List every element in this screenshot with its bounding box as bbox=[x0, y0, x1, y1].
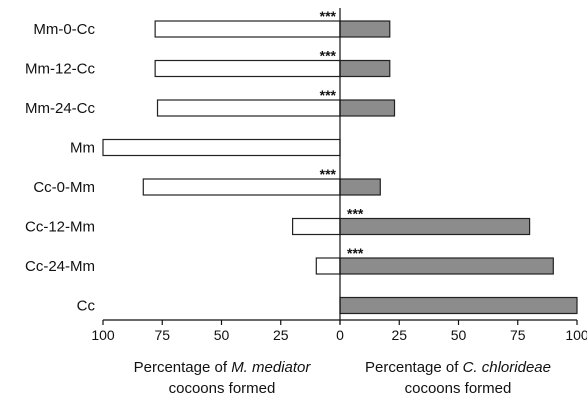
right-axis-title: Percentage of C. chlorideae bbox=[365, 359, 551, 376]
bar-left-Mm-0-Cc bbox=[154, 20, 341, 38]
x-tick-label: 50 bbox=[451, 327, 467, 343]
significance-marker: *** bbox=[320, 48, 337, 64]
bar-left-Cc-24-Mm bbox=[315, 257, 341, 275]
significance-marker: *** bbox=[347, 245, 364, 261]
bar-right-Mm-0-Cc bbox=[339, 20, 391, 38]
left-axis-title: Percentage of M. mediator bbox=[134, 359, 312, 376]
significance-marker: *** bbox=[320, 87, 337, 103]
significance-markers: *** *** *** *** *** *** bbox=[320, 8, 364, 261]
x-tick-label: 75 bbox=[510, 327, 526, 343]
x-axis-tick-labels: 100 75 50 25 0 25 50 75 100 bbox=[91, 327, 587, 343]
bar-left-Mm-24-Cc bbox=[156, 99, 341, 117]
category-label: Mm-24-Cc bbox=[25, 100, 95, 117]
significance-marker: *** bbox=[347, 206, 364, 222]
x-tick-label: 0 bbox=[336, 327, 344, 343]
bar-right-Cc bbox=[339, 296, 578, 315]
bar-right-Mm-12-Cc bbox=[339, 59, 391, 78]
left-axis-title-line2: cocoons formed bbox=[169, 380, 276, 397]
x-tick-label: 100 bbox=[565, 327, 587, 343]
category-labels: Mm-0-Cc Mm-12-Cc Mm-24-Cc Mm Cc-0-Mm Cc-12-Mm… bbox=[25, 21, 95, 315]
category-label: Mm-0-Cc bbox=[33, 21, 95, 38]
bars-group bbox=[102, 20, 578, 315]
right-axis-title-line2: cocoons formed bbox=[405, 380, 512, 397]
x-tick-label: 25 bbox=[273, 327, 289, 343]
bar-left-Mm bbox=[102, 138, 341, 157]
bar-right-Cc-24-Mm bbox=[339, 257, 554, 275]
x-tick-label: 100 bbox=[91, 327, 115, 343]
category-label: Mm bbox=[70, 140, 95, 157]
category-label: Cc-24-Mm bbox=[25, 258, 95, 275]
category-label: Cc bbox=[77, 298, 96, 315]
category-label: Cc-0-Mm bbox=[33, 179, 95, 196]
x-tick-label: 50 bbox=[214, 327, 230, 343]
x-tick-label: 25 bbox=[391, 327, 407, 343]
significance-marker: *** bbox=[320, 166, 337, 182]
category-label: Mm-12-Cc bbox=[25, 61, 95, 78]
significance-marker: *** bbox=[320, 8, 337, 24]
bar-right-Cc-12-Mm bbox=[339, 217, 531, 236]
bar-left-Cc-12-Mm bbox=[292, 217, 341, 236]
bar-right-Cc-0-Mm bbox=[339, 178, 381, 196]
x-axis-ticks bbox=[102, 320, 578, 325]
category-label: Cc-12-Mm bbox=[25, 219, 95, 236]
bar-left-Mm-12-Cc bbox=[154, 59, 341, 78]
bar-right-Mm-24-Cc bbox=[339, 99, 396, 117]
x-tick-label: 75 bbox=[154, 327, 170, 343]
bar-left-Cc-0-Mm bbox=[142, 178, 341, 196]
